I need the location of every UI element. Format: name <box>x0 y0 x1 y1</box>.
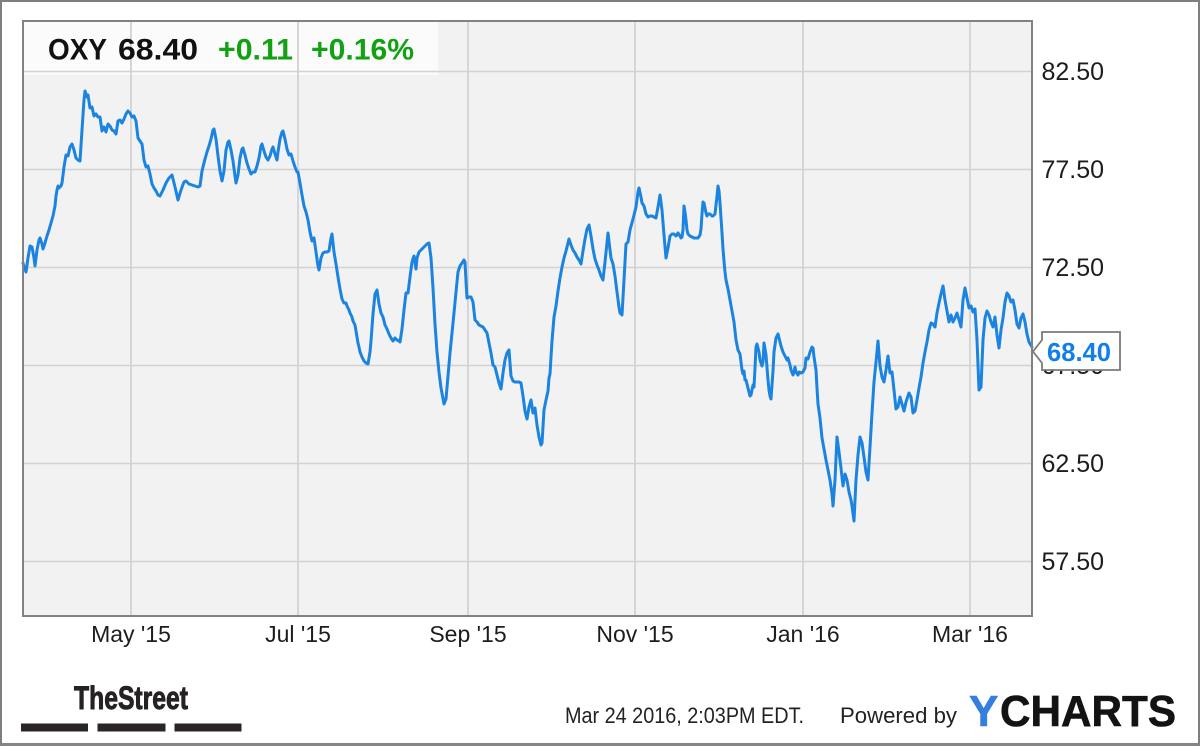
svg-text:77.50: 77.50 <box>1042 156 1105 184</box>
svg-text:+0.16%: +0.16% <box>311 34 414 67</box>
svg-text:72.50: 72.50 <box>1042 254 1105 282</box>
svg-text:57.50: 57.50 <box>1042 548 1105 576</box>
svg-text:May '15: May '15 <box>91 621 171 647</box>
svg-text:Jan '16: Jan '16 <box>766 621 839 647</box>
svg-text:Mar 24 2016, 2:03PM EDT.: Mar 24 2016, 2:03PM EDT. <box>565 703 804 728</box>
svg-text:Y: Y <box>969 687 998 736</box>
svg-text:82.50: 82.50 <box>1042 58 1105 86</box>
svg-text:Nov '15: Nov '15 <box>596 621 673 647</box>
svg-text:TheStreet: TheStreet <box>74 680 188 716</box>
svg-text:68.40: 68.40 <box>1047 337 1111 367</box>
svg-text:OXY: OXY <box>48 34 107 67</box>
svg-text:Mar '16: Mar '16 <box>932 621 1008 647</box>
svg-text:62.50: 62.50 <box>1042 450 1105 478</box>
svg-text:CHARTS: CHARTS <box>1000 687 1176 736</box>
svg-text:Jul '15: Jul '15 <box>265 621 331 647</box>
svg-text:+0.11: +0.11 <box>218 34 293 67</box>
svg-text:68.40: 68.40 <box>118 34 198 67</box>
svg-text:Sep '15: Sep '15 <box>429 621 506 647</box>
svg-text:Powered by: Powered by <box>840 703 957 728</box>
